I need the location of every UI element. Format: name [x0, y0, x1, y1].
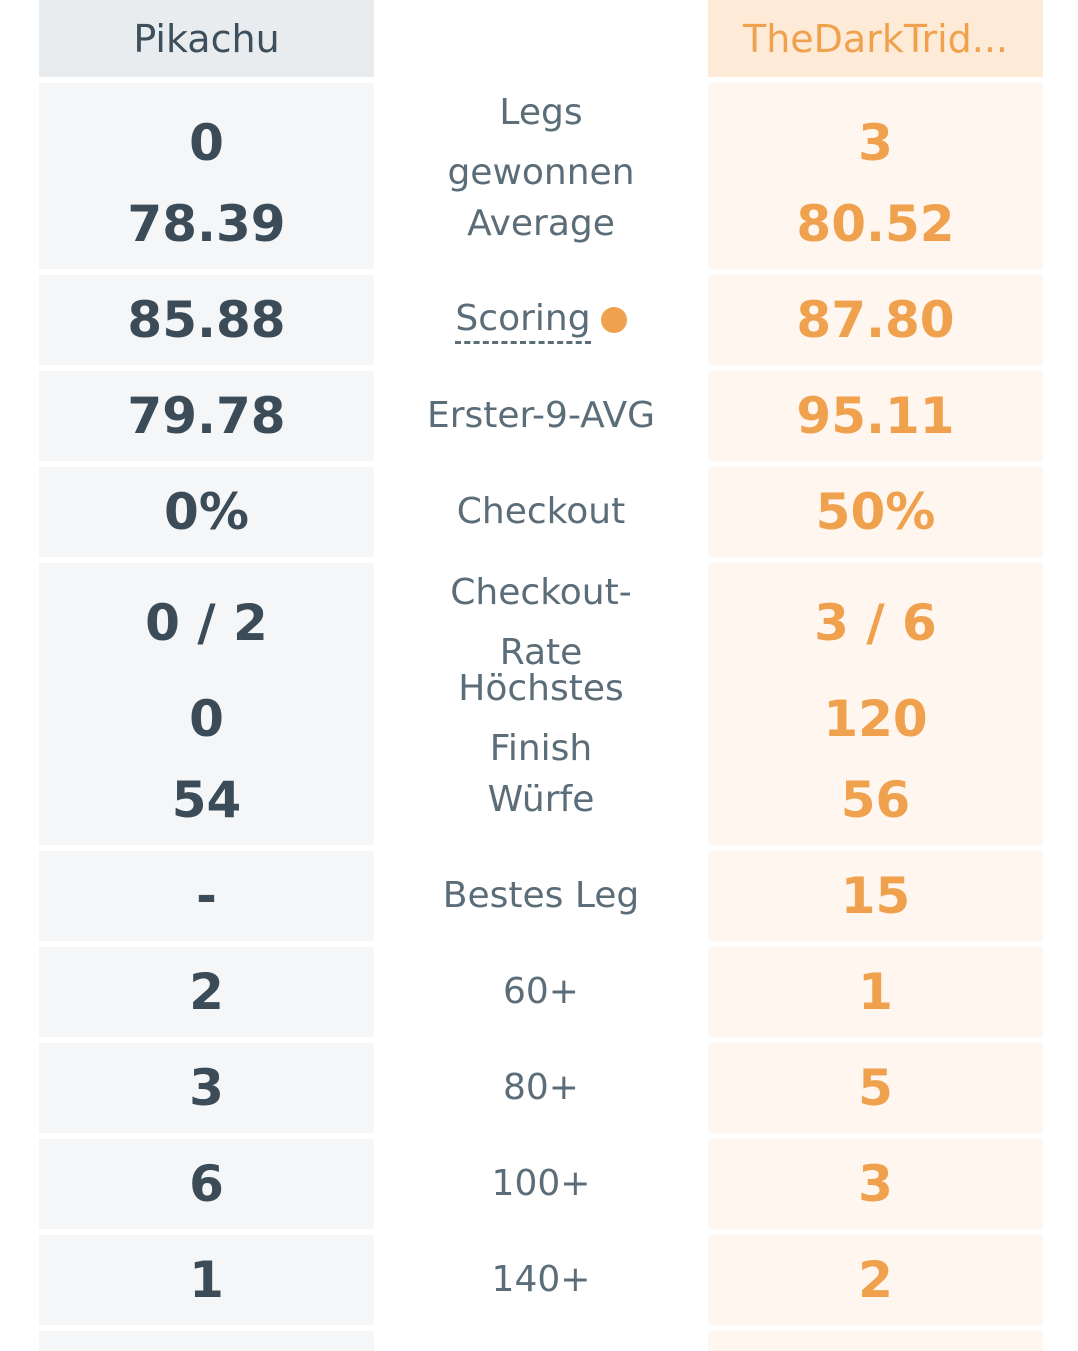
- stat-row-throws: 54 Würfe 56: [39, 755, 1043, 845]
- stat-row-best-leg: - Bestes Leg 15: [39, 851, 1043, 941]
- stat-left-value: 0%: [39, 467, 374, 557]
- stat-label: Checkout-Rate: [450, 572, 632, 673]
- stat-label: Legs gewonnen: [447, 92, 635, 193]
- stat-row-scoring: 85.88 Scoring 87.80: [39, 275, 1043, 365]
- stat-right-value: 3: [708, 1139, 1043, 1229]
- stat-left-value: 85.88: [39, 275, 374, 365]
- stat-label[interactable]: Scoring: [455, 297, 591, 344]
- stat-label: 80+: [503, 1067, 579, 1108]
- stat-left-value: 54: [39, 755, 374, 845]
- stat-right-value: 15: [708, 851, 1043, 941]
- stat-right-value: 56: [708, 755, 1043, 845]
- stat-right-value: 80.52: [708, 179, 1043, 269]
- stat-row-100plus: 6 100+ 3: [39, 1139, 1043, 1229]
- stat-left-value: 78.39: [39, 179, 374, 269]
- stat-row-legs-won: 0 Legs gewonnen 3: [39, 83, 1043, 203]
- stat-left-value: -: [39, 851, 374, 941]
- header-spacer: [374, 0, 708, 77]
- stat-row-cutoff: [39, 1331, 1043, 1351]
- stat-label-container: Scoring: [374, 275, 708, 365]
- stat-row-highest-finish: 0 Höchstes Finish 120: [39, 659, 1043, 779]
- match-stats-table: Pikachu TheDarkTrid... 0 Legs gewonnen 3…: [39, 0, 1043, 1351]
- stat-label: 60+: [503, 971, 579, 1012]
- stat-label: Würfe: [487, 779, 595, 820]
- stat-label: Checkout: [456, 491, 626, 532]
- players-header: Pikachu TheDarkTrid...: [39, 0, 1043, 77]
- stat-right-value: 1: [708, 947, 1043, 1037]
- orange-dot-icon: [600, 307, 627, 333]
- scoring-info-trigger[interactable]: Scoring: [455, 297, 627, 344]
- stat-right-value: 5: [708, 1043, 1043, 1133]
- stat-row-checkout-rate: 0 / 2 Checkout-Rate 3 / 6: [39, 563, 1043, 683]
- stat-label: 100+: [491, 1163, 591, 1204]
- stat-right-value: 87.80: [708, 275, 1043, 365]
- stat-right-value: 2: [708, 1235, 1043, 1325]
- stat-label: Erster-9-AVG: [426, 395, 655, 436]
- stat-row-checkout: 0% Checkout 50%: [39, 467, 1043, 557]
- stat-right-value: 50%: [708, 467, 1043, 557]
- stat-label: Average: [467, 203, 615, 244]
- stat-row-60plus: 2 60+ 1: [39, 947, 1043, 1037]
- stat-row-average: 78.39 Average 80.52: [39, 179, 1043, 269]
- stats-rows: 0 Legs gewonnen 3 78.39 Average 80.52 85…: [39, 83, 1043, 1351]
- stat-row-80plus: 3 80+ 5: [39, 1043, 1043, 1133]
- stat-left-value: 2: [39, 947, 374, 1037]
- stat-left-value: 79.78: [39, 371, 374, 461]
- stat-label-cell: [374, 1331, 708, 1351]
- stat-row-first9: 79.78 Erster-9-AVG 95.11: [39, 371, 1043, 461]
- stat-right-value: 95.11: [708, 371, 1043, 461]
- stat-left-value: 1: [39, 1235, 374, 1325]
- stat-label: Bestes Leg: [442, 875, 640, 916]
- stat-label: 140+: [491, 1259, 591, 1300]
- player-right-name: TheDarkTrid...: [708, 0, 1043, 77]
- stat-left-cell: [39, 1331, 374, 1351]
- stat-left-value: 3: [39, 1043, 374, 1133]
- stat-label: Höchstes Finish: [458, 668, 624, 769]
- player-left-name: Pikachu: [39, 0, 374, 77]
- stat-row-140plus: 1 140+ 2: [39, 1235, 1043, 1325]
- stat-left-value: 6: [39, 1139, 374, 1229]
- stat-right-cell: [708, 1331, 1043, 1351]
